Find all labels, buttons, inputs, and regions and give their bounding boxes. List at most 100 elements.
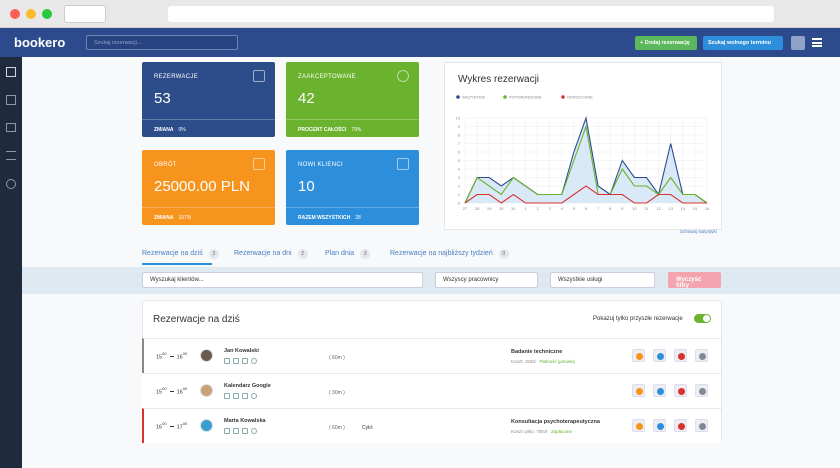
stat-footer: PROCENT CAŁOŚCI 79% [286,119,419,137]
action-button[interactable] [653,384,666,397]
contact-icon[interactable] [251,358,257,364]
action-button[interactable] [674,349,687,362]
contact-icon[interactable] [233,428,239,434]
tab[interactable]: Plan dnia 3 [325,249,371,259]
legend-label: POTWIERDZONE [509,95,542,100]
chart-title: Wykres rezerwacji [458,74,539,85]
gear-icon[interactable] [6,179,16,189]
toggle-switch[interactable] [694,314,711,323]
stat-value: 42 [298,90,315,107]
x-tick-label: 10 [632,206,637,211]
service-select[interactable]: Wszystkie usługi [550,272,655,288]
action-button[interactable] [632,349,645,362]
price: Koszt cyklu: 750zł [511,429,548,434]
logo[interactable]: bookero [14,35,66,50]
cycle: Cykl: [362,425,374,431]
x-tick-label: 1 [524,206,527,211]
y-tick-label: 4 [458,167,461,172]
x-tick-label: 30 [499,206,504,211]
tab-label: Plan dnia [325,250,355,257]
action-button[interactable] [695,419,708,432]
start-hour: 15 [156,389,163,396]
clear-filters[interactable]: Wyczyść filtry [668,272,721,289]
tab[interactable]: Rezerwacje na dni 2 [234,249,308,259]
contact-icon[interactable] [251,393,257,399]
maximize[interactable] [42,9,52,19]
tab-label: Rezerwacje na najbliższy tydzień [390,250,493,257]
search[interactable]: Szukaj rezerwacji... [86,35,238,50]
client-name[interactable]: Jan Kowalski [224,348,259,354]
end-hour: 16 [176,389,183,396]
dash [169,426,174,427]
contact-icon[interactable] [242,428,248,434]
legend-label: ODRZUCONE [567,95,593,100]
staff-select[interactable]: Wszyscy pracownicy [435,272,538,288]
tab-label: Rezerwacje na dziś [142,250,203,257]
end-hour: 16 [176,354,183,361]
contact-icon[interactable] [233,358,239,364]
duration: ( 60m ) [329,355,345,361]
contact-icon[interactable] [224,358,230,364]
series-line [464,124,708,204]
action-button[interactable] [632,419,645,432]
chart-panel: Wykres rezerwacji 0 1 2 3 4 5 6 7 8 9 10 27 28 29 30 31… [444,62,722,230]
duration: ( 30m ) [329,390,345,396]
stat-value: 25000.00 PLN [154,178,250,195]
action-icon [635,422,643,430]
briefcase-icon[interactable] [6,123,16,132]
x-tick-label: 11 [644,206,649,211]
action-button[interactable] [674,419,687,432]
contact-icon[interactable] [242,393,248,399]
tab[interactable]: Rezerwacje na najbliższy tydzień 0 [390,249,509,259]
close[interactable] [10,9,20,19]
settings-icon[interactable] [6,151,16,160]
action-button[interactable] [695,349,708,362]
hide-stats-link[interactable]: Schowaj statystyki [680,229,717,234]
action-icon [635,352,643,360]
contact-icon[interactable] [224,393,230,399]
browser-bar [0,0,840,28]
contact-icon[interactable] [233,393,239,399]
action-button[interactable] [695,384,708,397]
stat-card: OBRÓT 25000.00 PLN ZMIANA 107% [142,150,275,225]
y-tick-label: 7 [458,141,461,146]
client-name[interactable]: Marta Kowalska [224,418,266,424]
action-button[interactable] [632,384,645,397]
client-search[interactable]: Wyszukaj klientów... [142,272,423,288]
x-tick-label: 8 [609,206,612,211]
nav-buttons[interactable] [64,5,106,23]
end-minute: 00 [182,421,188,426]
notifications[interactable] [791,36,805,50]
stat-footer-value: 28 [355,215,361,221]
y-tick-label: 0 [458,201,461,206]
contact-icon[interactable] [224,428,230,434]
end-hour: 17 [176,424,183,431]
service: Konsultacja psychoterapeutyczna [511,419,600,425]
action-button[interactable] [674,384,687,397]
tab-label: Rezerwacje na dni [234,250,292,257]
minimize[interactable] [26,9,36,19]
stat-title: OBRÓT [154,162,177,168]
contact-icon[interactable] [251,428,257,434]
stat-footer: ZMIANA 0% [142,119,275,137]
x-tick-label: 13 [668,206,673,211]
find-button[interactable]: Szukaj wolnego terminu [703,36,783,50]
list-header: Rezerwacje na dziś Pokazuj tylko przyszł… [142,300,722,338]
stat-footer-value: 0% [178,127,186,133]
area-fill [465,118,707,203]
home-icon[interactable] [6,67,16,77]
calendar-icon[interactable] [6,95,16,105]
menu[interactable] [812,38,822,47]
action-button[interactable] [653,349,666,362]
tab[interactable]: Rezerwacje na dziś 3 [142,249,219,259]
x-tick-label: 7 [597,206,600,211]
tab-count: 3 [208,249,219,259]
payment: Zapłacone [551,429,573,434]
add-button[interactable]: + Dodaj rezerwację [635,36,697,50]
address-bar[interactable] [168,6,774,22]
action-button[interactable] [653,419,666,432]
y-tick-label: 1 [458,192,461,197]
contact-icon[interactable] [242,358,248,364]
client-name[interactable]: Kalendarz Google [224,383,271,389]
